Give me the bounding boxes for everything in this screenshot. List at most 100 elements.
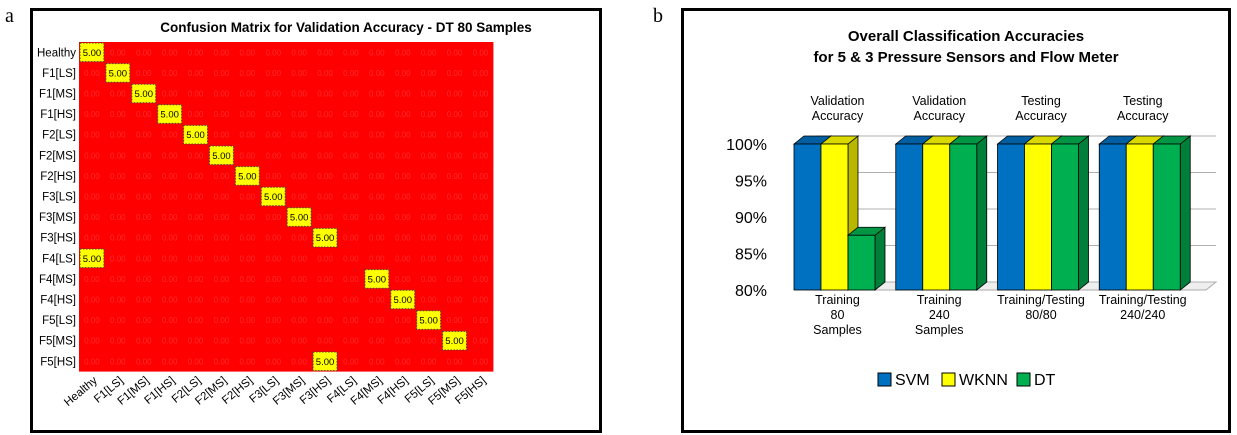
matrix-cell-value: 5.00 xyxy=(445,336,464,347)
matrix-cell-value: 0.00 xyxy=(188,234,204,243)
matrix-cell-value: 0.00 xyxy=(240,48,256,57)
matrix-cell-value: 0.00 xyxy=(343,357,359,366)
matrix-cell-value: 0.00 xyxy=(421,110,437,119)
y-tick-label: 95% xyxy=(735,174,767,191)
matrix-cell-value: 0.00 xyxy=(162,254,178,263)
column-label: Healthy xyxy=(62,375,100,409)
matrix-cell-value: 0.00 xyxy=(421,357,437,366)
matrix-cell-value: 0.00 xyxy=(447,172,463,181)
matrix-cell-value: 5.00 xyxy=(394,295,413,306)
category-top-label: Accuracy xyxy=(1015,109,1067,123)
matrix-cell-value: 0.00 xyxy=(214,193,230,202)
matrix-cell-value: 5.00 xyxy=(264,192,283,203)
row-label: F3[MS] xyxy=(39,212,76,224)
matrix-cell-value: 5.00 xyxy=(83,254,102,265)
matrix-cell-value: 0.00 xyxy=(317,193,333,202)
matrix-cell-value: 0.00 xyxy=(110,48,126,57)
matrix-cell-value: 0.00 xyxy=(447,316,463,325)
matrix-cell-value: 0.00 xyxy=(291,234,307,243)
matrix-cell-value: 0.00 xyxy=(265,357,281,366)
matrix-cell-value: 0.00 xyxy=(265,254,281,263)
matrix-cell-value: 0.00 xyxy=(162,213,178,222)
y-tick-label: 100% xyxy=(726,137,767,154)
matrix-cell-value: 0.00 xyxy=(162,193,178,202)
matrix-cell-value: 0.00 xyxy=(395,213,411,222)
matrix-cell-value: 0.00 xyxy=(265,337,281,346)
matrix-cell-value: 0.00 xyxy=(136,69,152,78)
matrix-cell-value: 0.00 xyxy=(84,213,100,222)
matrix-cell-value: 0.00 xyxy=(84,357,100,366)
matrix-cell-value: 0.00 xyxy=(317,296,333,305)
row-label: F4[LS] xyxy=(42,253,76,265)
matrix-cell-value: 0.00 xyxy=(369,213,385,222)
matrix-cell-value: 0.00 xyxy=(110,213,126,222)
matrix-cell-value: 0.00 xyxy=(265,296,281,305)
accuracy-bar-chart-panel: Overall Classification Accuracies for 5 &… xyxy=(681,8,1231,433)
matrix-cell-value: 0.00 xyxy=(447,110,463,119)
matrix-cell-value: 0.00 xyxy=(473,316,489,325)
matrix-cell-value: 0.00 xyxy=(162,337,178,346)
matrix-cell-value: 0.00 xyxy=(162,131,178,140)
matrix-cell-value: 0.00 xyxy=(473,193,489,202)
matrix-cell-value: 0.00 xyxy=(136,254,152,263)
category-bottom-label: 240 xyxy=(929,308,950,322)
bar-wknn xyxy=(1024,143,1052,291)
matrix-cell-value: 0.00 xyxy=(447,69,463,78)
bar-dt xyxy=(1152,143,1181,291)
matrix-cell-value: 0.00 xyxy=(240,275,256,284)
row-label: F3[LS] xyxy=(42,192,76,204)
category-top-label: Validation xyxy=(912,94,966,108)
matrix-cell-value: 5.00 xyxy=(368,274,387,285)
matrix-cell-value: 0.00 xyxy=(317,213,333,222)
matrix-cell-value: 0.00 xyxy=(317,151,333,160)
row-label: F1[MS] xyxy=(39,89,76,101)
legend-label: WKNN xyxy=(959,372,1008,389)
matrix-cell-value: 0.00 xyxy=(369,48,385,57)
matrix-cell-value: 0.00 xyxy=(136,337,152,346)
matrix-cell-value: 0.00 xyxy=(188,172,204,181)
matrix-cell-value: 0.00 xyxy=(317,90,333,99)
matrix-cell-value: 0.00 xyxy=(291,131,307,140)
category-bottom-label: Training xyxy=(917,293,962,307)
matrix-cell-value: 0.00 xyxy=(84,110,100,119)
row-label: F2[HS] xyxy=(40,171,76,183)
confusion-matrix-panel: Confusion Matrix for Validation Accuracy… xyxy=(30,8,602,433)
matrix-cell-value: 0.00 xyxy=(110,193,126,202)
category-top-label: Accuracy xyxy=(1117,109,1169,123)
matrix-cell-value: 0.00 xyxy=(265,48,281,57)
matrix-cell-value: 0.00 xyxy=(343,275,359,284)
bar-wknn xyxy=(922,143,951,291)
category-bottom-label: 240/240 xyxy=(1120,308,1165,322)
matrix-cell-value: 0.00 xyxy=(214,254,230,263)
bar-side xyxy=(874,226,886,291)
category-top-label: Testing xyxy=(1123,94,1163,108)
matrix-cell-value: 0.00 xyxy=(162,151,178,160)
matrix-cell-value: 0.00 xyxy=(369,316,385,325)
matrix-cell-value: 0.00 xyxy=(343,151,359,160)
bar-svm xyxy=(895,143,924,291)
matrix-cell-value: 0.00 xyxy=(343,69,359,78)
matrix-cell-highlight xyxy=(442,330,468,351)
matrix-cell-value: 0.00 xyxy=(291,254,307,263)
matrix-cell-value: 0.00 xyxy=(473,172,489,181)
matrix-cell-value: 0.00 xyxy=(291,357,307,366)
y-tick-label: 85% xyxy=(735,247,767,264)
matrix-cell-value: 0.00 xyxy=(110,337,126,346)
matrix-cell-value: 0.00 xyxy=(343,254,359,263)
matrix-cell-value: 0.00 xyxy=(395,337,411,346)
legend-swatch-dt xyxy=(1016,372,1031,387)
matrix-cell-value: 0.00 xyxy=(84,172,100,181)
matrix-cell-value: 0.00 xyxy=(317,48,333,57)
matrix-cell-value: 0.00 xyxy=(84,193,100,202)
matrix-cell-value: 0.00 xyxy=(447,131,463,140)
row-label: F2[LS] xyxy=(42,130,76,142)
bar-svm xyxy=(1098,143,1127,291)
legend-label: SVM xyxy=(895,372,930,389)
bar-wknn xyxy=(1125,143,1154,291)
matrix-cell-value: 0.00 xyxy=(291,337,307,346)
matrix-cell-value: 0.00 xyxy=(214,90,230,99)
matrix-cell-value: 0.00 xyxy=(421,337,437,346)
bar-svm xyxy=(997,143,1025,291)
matrix-cell-highlight xyxy=(79,42,105,63)
matrix-cell-value: 0.00 xyxy=(473,254,489,263)
